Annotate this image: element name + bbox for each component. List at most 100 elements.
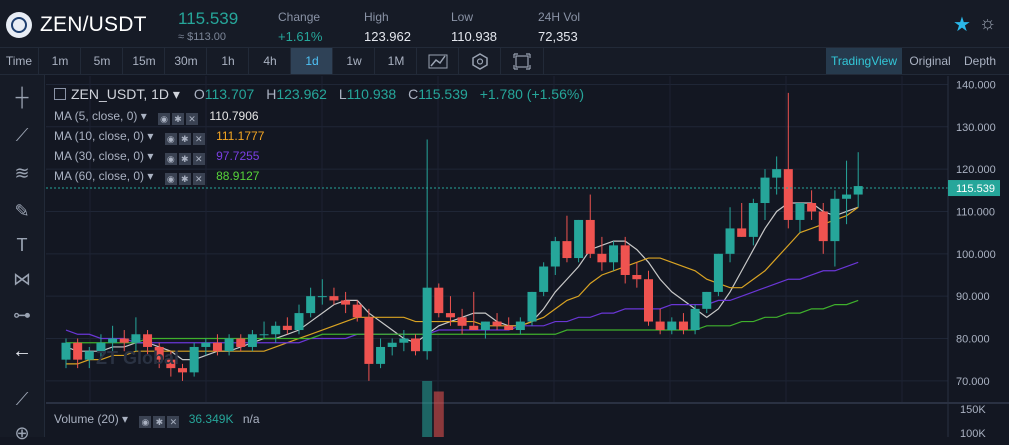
gear-icon[interactable]: ✱ [178,173,191,185]
close-icon[interactable]: ✕ [192,133,205,145]
close-icon[interactable]: ✕ [167,416,180,428]
view-depth[interactable]: Depth [963,54,997,68]
candle-body [783,169,793,220]
candle-body [224,338,234,352]
candle-body [609,245,619,263]
y-tick-label: 110.000 [956,206,995,218]
chevron-down-icon[interactable]: ▾ [169,86,180,102]
change-value: +1.780 (+1.56%) [479,86,584,102]
chart-type-button[interactable] [416,48,459,74]
candle-body [795,203,805,220]
eye-icon[interactable]: ◉ [164,173,177,185]
interval-time[interactable]: Time [5,54,33,68]
last-price-usd: ≈ $113.00 [178,31,227,43]
eye-icon[interactable]: ◉ [139,416,152,428]
candle-body [574,219,584,259]
eye-icon[interactable]: ◉ [158,113,171,125]
y-tick-label: 130.000 [956,122,996,134]
collapse-legend-icon[interactable] [54,88,66,100]
ma-legend-10[interactable]: MA (10, close, 0) ▾ ◉ ✱ ✕ 111.1777 [54,129,265,145]
ma-legend-30[interactable]: MA (30, close, 0) ▾ ◉ ✱ ✕ 97.7255 [54,149,260,165]
ma-legend-5[interactable]: MA (5, close, 0) ▾ ◉ ✱ ✕ 110.7906 [54,109,259,125]
candle-body [748,203,758,237]
theme-sun-icon[interactable]: ☼ [979,13,997,34]
interval-1d[interactable]: 1d [290,48,333,74]
candle-body [178,368,187,373]
brush-icon[interactable]: ✎ [14,201,30,221]
back-arrow-icon[interactable]: ← [12,340,32,362]
volume-extra: n/a [242,412,260,426]
interval-5m[interactable]: 5m [80,48,123,74]
volume-bar [433,391,444,437]
candle-body [527,291,537,322]
measure-icon[interactable]: ⊶ [13,305,31,325]
interval-30m[interactable]: 30m [164,48,207,74]
close-icon[interactable]: ✕ [192,153,205,165]
low-value: 110.938 [346,86,397,102]
interval-1M[interactable]: 1M [374,48,417,74]
stat-label: Change [278,10,321,24]
line-chart-icon [428,54,448,69]
view-original[interactable]: Original [909,54,951,68]
stat-value: +1.61% [278,29,323,44]
candle-body [842,194,852,199]
ma-legend-60[interactable]: MA (60, close, 0) ▾ ◉ ✱ ✕ 88.9127 [54,169,260,185]
gear-icon[interactable]: ✱ [178,153,191,165]
candle-body [480,321,490,331]
candle-body [259,334,269,336]
view-tradingview[interactable]: TradingView [826,48,902,74]
favorite-star-icon[interactable]: ★ [953,14,971,36]
candle-body [434,287,444,314]
candle-body [282,325,292,331]
ma-value: 88.9127 [216,169,260,183]
y-tick-label: 70.000 [956,376,990,388]
text-tool-icon[interactable]: T [16,235,28,255]
gear-icon[interactable]: ✱ [172,113,185,125]
close-icon[interactable]: ✕ [186,113,199,125]
candle-body [830,198,840,242]
pair-title[interactable]: ZEN/USDT [40,13,147,36]
close-icon[interactable]: ✕ [192,173,205,185]
symbol-label[interactable]: ZEN_USDT, 1D [71,86,170,102]
interval-1m[interactable]: 1m [38,48,81,74]
candle-body [457,317,467,326]
candle-body [212,342,222,352]
pattern-icon[interactable]: ⋈ [13,269,31,289]
volume-tick-label: 150K [960,404,986,416]
candle-body [492,321,502,326]
ma-value: 111.1777 [216,129,265,143]
volume-value: 36.349K [188,412,234,426]
interval-15m[interactable]: 15m [122,48,165,74]
settings-button[interactable] [458,48,501,74]
y-tick-label: 140.000 [956,79,996,91]
volume-legend[interactable]: Volume (20) ▾ ◉ ✱ ✕ 36.349K n/a [54,412,260,428]
candle-body [108,338,118,343]
eye-icon[interactable]: ◉ [164,153,177,165]
gear-icon[interactable]: ✱ [153,416,166,428]
trendline-icon[interactable]: ⟋ [15,125,29,145]
candle-body [317,296,327,298]
candle-body [469,325,479,331]
stat-value: 72,353 [538,29,578,44]
fullscreen-button[interactable] [500,48,544,74]
interval-1w[interactable]: 1w [332,48,375,74]
last-price: 115.539 [178,9,239,28]
fib-icon[interactable]: ≋ [14,163,30,183]
candle-body [131,334,141,343]
ma-label: MA (60, close, 0) [54,169,145,183]
hexagon-settings-icon [472,53,488,70]
interval-toolbar: Time 1m 5m 15m 30m 1h 4h 1d 1w 1M Tradin… [0,48,1009,75]
interval-4h[interactable]: 4h [248,48,291,74]
candle-body [341,300,351,305]
eye-icon[interactable]: ◉ [164,133,177,145]
gear-icon[interactable]: ✱ [178,133,191,145]
crosshair-icon[interactable]: ┼ [15,87,29,107]
candle-body [702,291,712,309]
volume-label: Volume (20) [54,412,119,426]
ruler-icon[interactable]: ⟋ [15,389,29,409]
candle-body [725,228,735,254]
candle-body [329,296,339,301]
interval-1h[interactable]: 1h [206,48,249,74]
close-label: C [408,86,419,102]
